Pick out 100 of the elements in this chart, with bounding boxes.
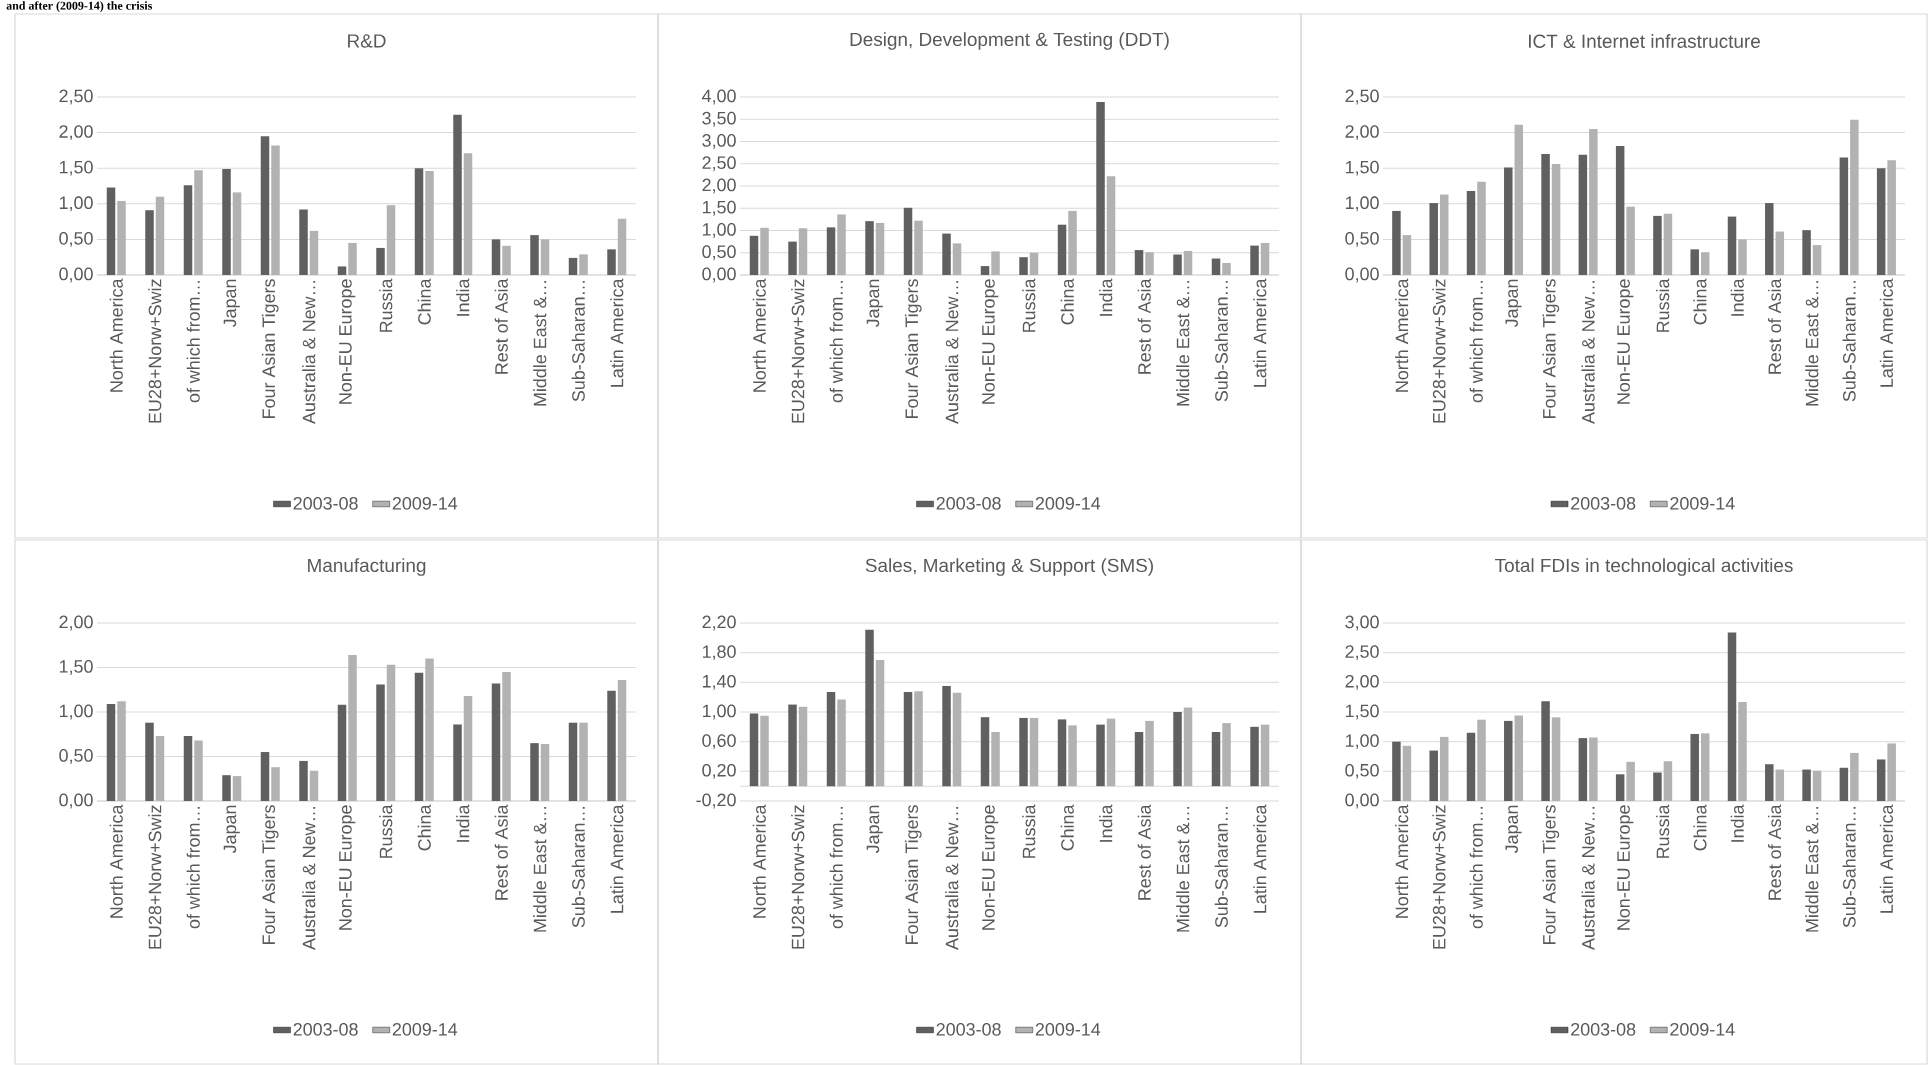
y-tick-label: 1,00 — [59, 704, 93, 720]
y-tick-label: 1,00 — [1345, 734, 1379, 750]
bar — [1887, 160, 1896, 275]
chart-title: ICT & Internet infrastructure — [1529, 34, 1760, 48]
bar — [1134, 732, 1144, 787]
bar — [1876, 759, 1886, 801]
bar — [952, 692, 962, 787]
y-tick-label: 2,00 — [59, 125, 93, 140]
y-tick-label: 2,20 — [702, 615, 736, 631]
bar — [837, 699, 846, 787]
bar — [1222, 723, 1231, 787]
x-tick-label: Non-EU Europe — [1617, 805, 1634, 930]
x-tick-label: Rest of Asia — [494, 278, 508, 374]
x-tick-label: Latin America — [610, 804, 624, 913]
bar — [1504, 167, 1513, 275]
bar — [1578, 738, 1588, 801]
bar — [491, 683, 501, 801]
bar — [942, 233, 951, 275]
bar — [1653, 215, 1662, 275]
x-tick-label: India — [1099, 278, 1113, 316]
y-tick-label: 2,50 — [1345, 89, 1379, 105]
y-tick-label: 2,00 — [59, 615, 93, 631]
bar — [386, 664, 396, 801]
x-tick-label: Latin America — [1253, 804, 1267, 913]
y-tick-label: 1,50 — [1345, 704, 1379, 720]
bar — [117, 200, 126, 275]
x-tick-label: Non-EU Europe — [1617, 279, 1634, 404]
bar — [376, 247, 385, 275]
bar — [1260, 242, 1270, 275]
bar — [980, 717, 990, 787]
legend-label: 2003-08 — [293, 1022, 358, 1036]
x-tick-label: China — [1060, 804, 1074, 851]
legend-label: 2009-14 — [392, 496, 458, 510]
y-tick-label: 0,50 — [1345, 231, 1379, 247]
bar — [903, 691, 913, 787]
bar — [1250, 726, 1259, 787]
bar — [568, 722, 578, 801]
y-tick-label: 0,60 — [702, 734, 736, 750]
x-tick-label: India — [1730, 804, 1744, 842]
bar — [1402, 235, 1412, 275]
y-tick-label: 2,00 — [1345, 125, 1379, 140]
x-tick-label: Rest of Asia — [1137, 804, 1151, 900]
x-tick-label: Non-EU Europe — [982, 279, 999, 404]
bar — [1402, 745, 1412, 801]
x-tick-label: of which from… — [829, 806, 843, 929]
bar — [837, 214, 846, 275]
x-tick-label: Rest of Asia — [1767, 804, 1782, 900]
x-tick-label: Sub-Saharan… — [1214, 280, 1228, 402]
y-tick-label: 1,00 — [702, 223, 736, 238]
legend-label: 2009-14 — [392, 1022, 458, 1036]
bar — [1626, 206, 1635, 275]
x-tick-label: Latin America — [610, 278, 624, 387]
bar — [1466, 732, 1476, 801]
bar — [1173, 254, 1182, 275]
bar — [309, 770, 319, 801]
y-tick-label: 1,00 — [1345, 196, 1379, 212]
x-tick-label: Sub-Saharan… — [1214, 806, 1228, 928]
bar — [1260, 724, 1270, 787]
x-tick-label: Middle East &… — [533, 806, 547, 932]
x-tick-label: Russia — [1022, 278, 1036, 332]
bar — [453, 724, 462, 801]
x-tick-label: China — [417, 804, 431, 851]
bar — [348, 655, 357, 801]
chart-title: Manufacturing — [308, 558, 426, 576]
bar — [617, 218, 627, 275]
bar — [617, 679, 627, 801]
bar — [106, 187, 116, 275]
bar — [540, 239, 550, 275]
x-tick-label: Australia & New… — [1581, 806, 1595, 950]
legend-label: 2009-14 — [1670, 496, 1735, 510]
y-tick-label: 0,00 — [59, 793, 93, 809]
bar — [222, 775, 231, 801]
bar — [952, 243, 962, 275]
bar — [1812, 245, 1822, 275]
bar — [1802, 769, 1811, 801]
bar — [271, 145, 280, 275]
bar — [1134, 250, 1144, 275]
bar — [414, 168, 424, 275]
x-tick-label: Four Asian Tigers — [904, 805, 922, 944]
y-tick-label: 0,00 — [1345, 267, 1379, 283]
y-tick-label: 2,00 — [702, 178, 736, 194]
y-tick-label: 1,50 — [59, 160, 93, 176]
y-tick-label: 1,00 — [702, 704, 736, 720]
bar — [1106, 718, 1116, 787]
y-tick-label: 2,50 — [59, 89, 93, 105]
bar — [980, 266, 990, 275]
x-tick-label: EU28+Norw+Swiz — [148, 805, 162, 949]
bar — [903, 207, 913, 275]
x-tick-label: Four Asian Tigers — [261, 805, 279, 944]
x-tick-label: Russia — [1022, 804, 1036, 858]
bar — [502, 245, 511, 275]
bar — [568, 257, 578, 275]
bar — [453, 114, 462, 275]
x-tick-label: Middle East &… — [1805, 280, 1819, 406]
bar — [530, 235, 539, 275]
x-tick-label: Australia & New… — [302, 806, 316, 950]
bar — [1183, 707, 1193, 787]
legend-label: 2003-08 — [936, 1022, 1001, 1036]
x-tick-label: North America — [109, 278, 123, 392]
bar — [1876, 168, 1886, 275]
